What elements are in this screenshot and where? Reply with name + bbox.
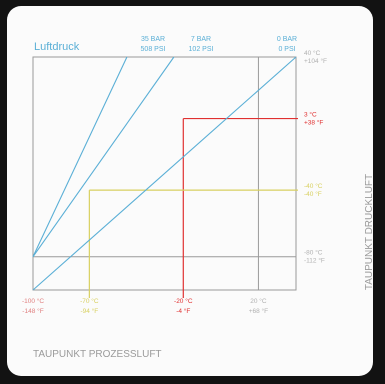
x-tick-c-0: -100 °C (22, 297, 44, 305)
y-tick-f-1: +38 °F (304, 119, 323, 127)
y-tick-f-3: -112 °F (304, 257, 325, 265)
x-tick-f-0: -148 °F (22, 307, 43, 315)
x-tick-c-1: -70 °C (80, 297, 99, 305)
x-tick-f-3: +68 °F (249, 307, 268, 315)
y-tick-f-2: -40 °F (304, 190, 322, 198)
series-label-bottom-0: 508 PSI (141, 46, 166, 53)
series-line-0 (32, 56, 128, 257)
x-tick-c-3: 20 °C (250, 297, 267, 305)
plot-frame (32, 56, 297, 291)
y-tick-c-2: -40 °C (304, 182, 323, 190)
series-label-top-2: 0 BAR (277, 36, 297, 43)
x-axis-title: TAUPUNKT PROZESSLUFT (33, 349, 162, 360)
x-tick-f-1: -94 °F (80, 307, 98, 315)
chart-card (7, 6, 373, 376)
x-tick-f-2: -4 °F (176, 307, 190, 315)
legend-title: Luftdruck (34, 41, 80, 53)
y-tick-c-1: 3 °C (304, 111, 317, 119)
series-label-top-0: 35 BAR (141, 36, 165, 43)
series-label-top-1: 7 BAR (191, 36, 211, 43)
y-tick-c-0: 40 °C (304, 49, 321, 57)
grid (32, 56, 297, 291)
series-label-bottom-2: 0 PSI (278, 46, 295, 53)
series-line-1 (32, 56, 175, 258)
y-tick-f-0: +104 °F (304, 57, 327, 65)
y-axis-title: TAUPUNKT DRUCKLUFT (364, 174, 375, 290)
x-tick-c-2: -20 °C (174, 297, 193, 305)
highlight-lines (88, 117, 298, 298)
labels: 35 BAR 508 PSI 7 BAR 102 PSI 0 BAR 0 PSI Luftd… (22, 36, 375, 360)
series-lines (32, 56, 297, 291)
series-line-2 (32, 56, 297, 291)
series-label-bottom-1: 102 PSI (189, 46, 214, 53)
y-tick-c-3: -80 °C (304, 249, 323, 257)
